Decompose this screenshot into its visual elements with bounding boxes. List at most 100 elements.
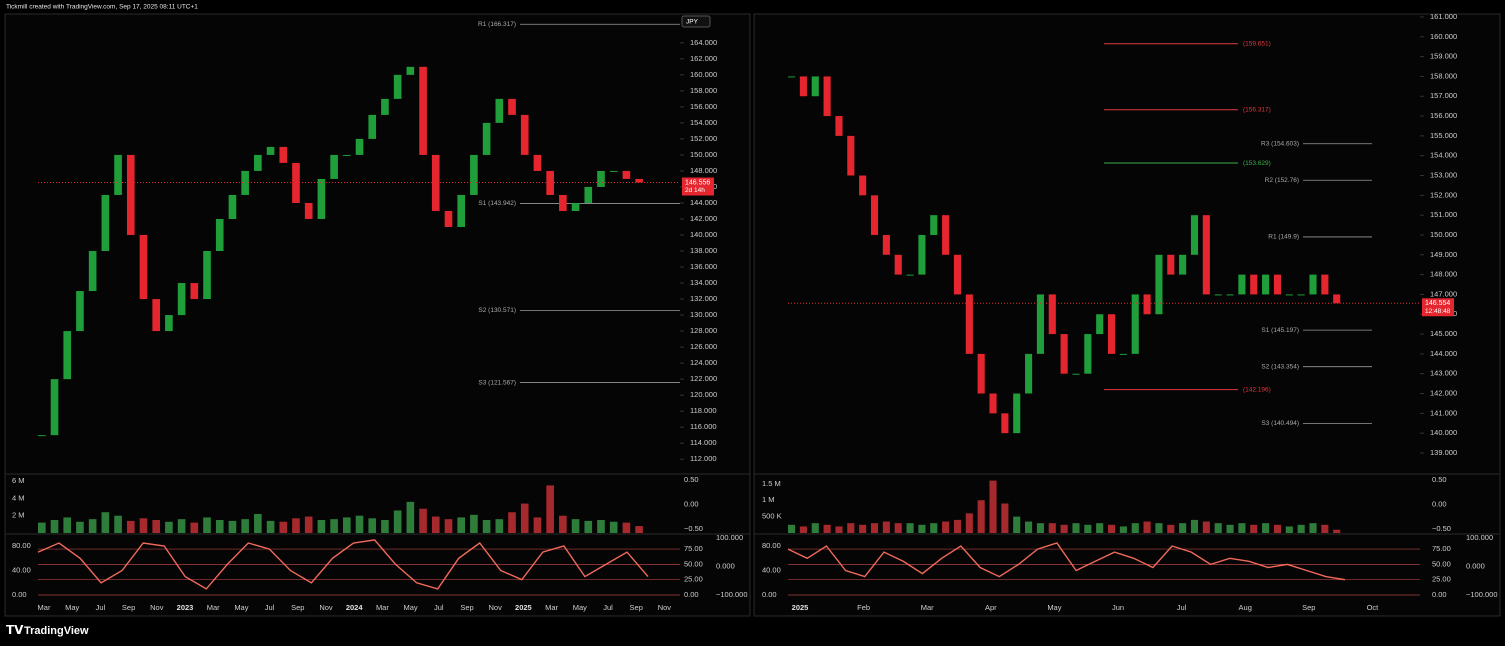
pivot-label: S3 (140.494): [1261, 420, 1299, 427]
level-label: (153.629): [1243, 160, 1271, 167]
candle: [1143, 294, 1151, 315]
candle: [942, 215, 950, 255]
time-label: 2023: [177, 603, 194, 612]
osc-line: [37, 539, 649, 590]
pivot-label: S3 (121.567): [478, 379, 516, 386]
volume-bar: [431, 516, 440, 533]
volume-bar: [165, 521, 173, 533]
volume-bar: [1072, 523, 1080, 533]
candle: [1096, 314, 1104, 335]
candle: [1131, 294, 1139, 354]
pivot-label: S1 (145.197): [1261, 327, 1299, 334]
volume-bar: [393, 510, 402, 533]
volume-bar: [203, 517, 211, 533]
time-label: Sep: [460, 603, 473, 612]
volume-bar: [1273, 524, 1282, 533]
price-tick-label: 132.000: [690, 294, 717, 303]
time-label: Jul: [1177, 603, 1187, 612]
candle: [965, 294, 973, 354]
price-tick-label: 159.000: [1430, 52, 1457, 61]
volume-bar: [1250, 524, 1258, 533]
price-tick-label: 147.000: [1430, 289, 1457, 298]
price-tick-label: 144.000: [690, 198, 717, 207]
candle: [508, 98, 516, 115]
pivot-label: R1 (166.317): [478, 21, 516, 28]
time-label: May: [234, 603, 248, 612]
osc-y2-label: 100.000: [1466, 533, 1493, 542]
candle: [533, 154, 542, 171]
time-label: Jul: [434, 603, 444, 612]
candle: [1084, 334, 1092, 374]
osc-level-label: 50.00: [684, 559, 703, 568]
candle: [930, 215, 938, 235]
candle: [1036, 294, 1044, 354]
candle: [330, 154, 338, 179]
candle: [882, 234, 890, 255]
price-tick-label: 142.000: [690, 214, 717, 223]
pivot-label: R1 (149.9): [1268, 234, 1299, 241]
volume-bar: [906, 523, 914, 533]
time-label: Mar: [38, 603, 51, 612]
time-label: May: [1047, 603, 1061, 612]
volume-bar: [1226, 524, 1234, 533]
candle: [622, 170, 631, 179]
time-label: Apr: [985, 603, 997, 612]
candle: [1273, 274, 1282, 295]
volume-bar: [1214, 523, 1222, 533]
time-label: May: [404, 603, 418, 612]
price-tick-label: 122.000: [690, 374, 717, 383]
candle: [894, 254, 902, 275]
candle: [859, 175, 867, 196]
footer-logo: 𝗧𝗩: [6, 623, 24, 637]
volume-bar: [50, 520, 59, 533]
logo-text: TradingView: [24, 625, 89, 637]
price-tick-label: 143.000: [1430, 369, 1457, 378]
volume-bar: [953, 519, 962, 533]
volume-y2-label: −0.50: [684, 524, 703, 533]
candle: [266, 146, 275, 155]
price-tick-label: 154.000: [690, 118, 717, 127]
candle: [520, 114, 529, 155]
volume-tick-label: 4 M: [12, 493, 25, 502]
volume-bar: [330, 519, 338, 533]
volume-y2-label: 0.50: [684, 475, 699, 484]
price-tag: [1422, 298, 1454, 317]
candle: [292, 162, 300, 203]
candle: [457, 194, 465, 227]
candle: [279, 146, 288, 163]
volume-y2-label: −0.50: [1432, 524, 1451, 533]
osc-level-label: 75.00: [684, 544, 703, 553]
candle: [63, 331, 72, 380]
volume-bar: [882, 521, 890, 533]
volume-tick-label: 6 M: [12, 476, 25, 485]
time-label: 2025: [792, 603, 809, 612]
volume-bar: [114, 515, 122, 533]
time-label: 2025: [515, 603, 532, 612]
time-label: Sep: [630, 603, 643, 612]
volume-bar: [1025, 521, 1033, 533]
candle: [823, 76, 831, 117]
candle: [444, 210, 453, 227]
candle: [50, 379, 59, 436]
volume-bar: [559, 515, 567, 533]
candle: [1262, 274, 1270, 295]
candle: [165, 315, 173, 332]
price-tick-label: 157.000: [1430, 91, 1457, 100]
price-tick-label: 124.000: [690, 358, 717, 367]
time-label: Feb: [857, 603, 870, 612]
price-tag-label: 146.554: [1425, 300, 1450, 307]
price-tag: [682, 177, 714, 196]
candle: [482, 122, 491, 155]
candle: [470, 154, 478, 195]
candle: [101, 194, 110, 252]
price-tick-label: 158.000: [1430, 71, 1457, 80]
osc-y2-label: −100.000: [716, 590, 748, 599]
volume-bar: [533, 517, 542, 533]
candle: [847, 135, 855, 176]
price-tick-label: 150.000: [1430, 230, 1457, 239]
candle: [597, 170, 605, 187]
osc-level-label: 0.00: [1432, 590, 1447, 599]
volume-bar: [508, 512, 516, 533]
volume-bar: [520, 503, 529, 533]
volume-bar: [126, 520, 135, 533]
